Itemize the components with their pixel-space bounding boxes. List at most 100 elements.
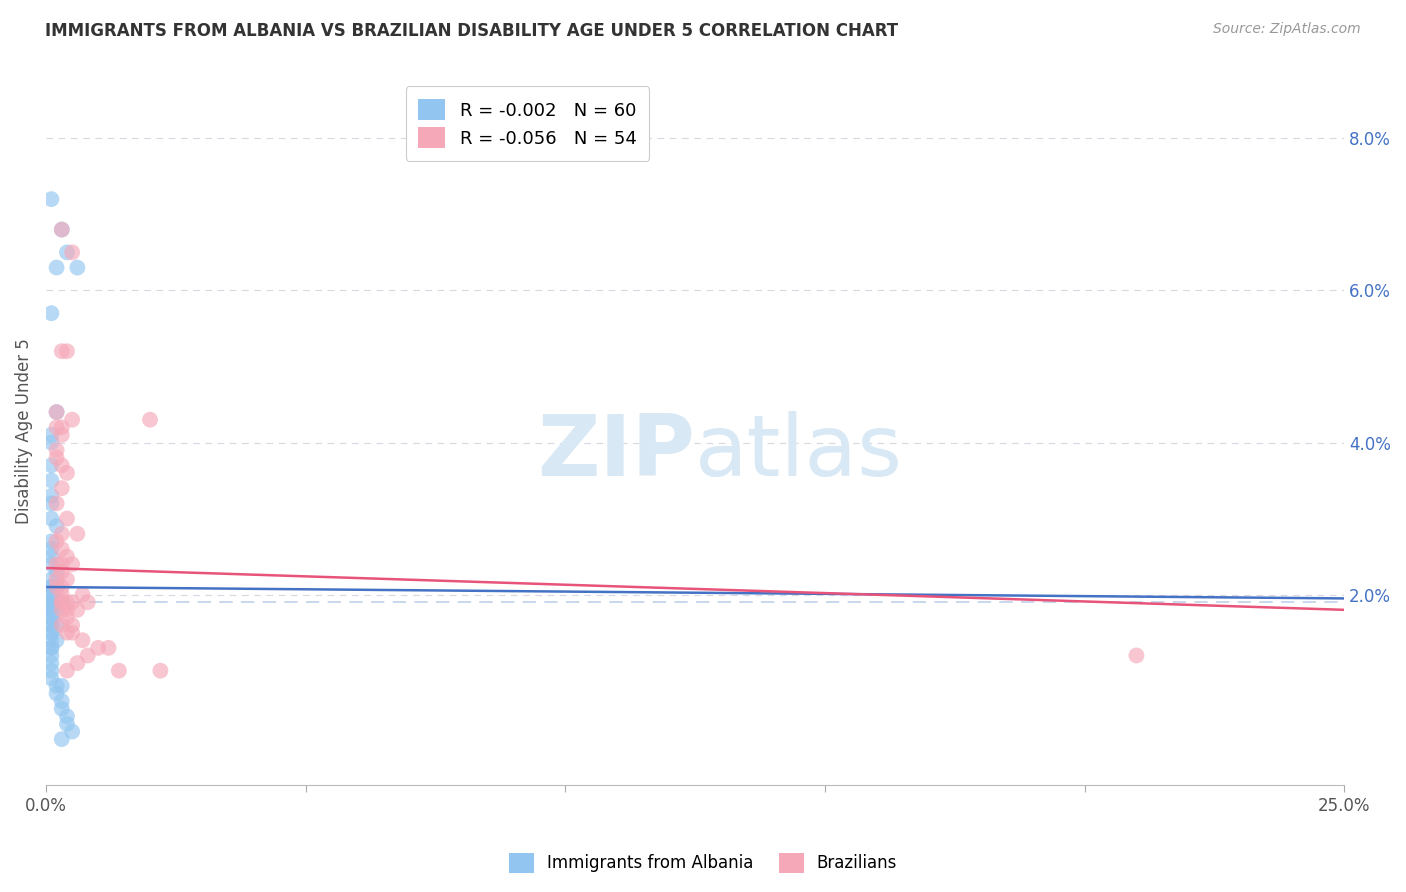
Point — [41, 580, 63, 594]
Point — [51, 526, 73, 541]
Point — [76, 595, 98, 609]
Point — [56, 595, 79, 609]
Point — [41, 458, 63, 473]
Point — [60, 595, 83, 609]
Point — [97, 640, 120, 655]
Point — [56, 344, 79, 359]
Point — [45, 565, 67, 579]
Point — [45, 405, 67, 419]
Point — [41, 640, 63, 655]
Point — [41, 588, 63, 602]
Point — [41, 496, 63, 510]
Point — [60, 625, 83, 640]
Point — [45, 260, 67, 275]
Point — [45, 686, 67, 700]
Point — [45, 450, 67, 465]
Point — [45, 420, 67, 434]
Point — [41, 671, 63, 685]
Point — [41, 618, 63, 632]
Point — [56, 610, 79, 624]
Point — [56, 603, 79, 617]
Point — [45, 405, 67, 419]
Point — [41, 558, 63, 572]
Point — [41, 625, 63, 640]
Point — [51, 222, 73, 236]
Point — [72, 588, 94, 602]
Point — [41, 603, 63, 617]
Point — [45, 595, 67, 609]
Point — [51, 458, 73, 473]
Point — [41, 648, 63, 663]
Point — [66, 603, 89, 617]
Point — [87, 640, 110, 655]
Point — [41, 435, 63, 450]
Point — [56, 245, 79, 260]
Point — [51, 580, 73, 594]
Point — [51, 679, 73, 693]
Point — [45, 580, 67, 594]
Point — [41, 633, 63, 648]
Point — [41, 618, 63, 632]
Point — [51, 222, 73, 236]
Point — [51, 732, 73, 747]
Point — [56, 466, 79, 480]
Point — [51, 588, 73, 602]
Point — [41, 192, 63, 206]
Point — [41, 428, 63, 442]
Point — [51, 565, 73, 579]
Point — [139, 413, 162, 427]
Point — [41, 595, 63, 609]
Point — [51, 420, 73, 434]
Point — [41, 541, 63, 556]
Legend: Immigrants from Albania, Brazilians: Immigrants from Albania, Brazilians — [502, 847, 904, 880]
Point — [45, 633, 67, 648]
Point — [51, 428, 73, 442]
Point — [45, 618, 67, 632]
Point — [45, 496, 67, 510]
Point — [60, 724, 83, 739]
Point — [66, 526, 89, 541]
Point — [51, 595, 73, 609]
Point — [41, 306, 63, 320]
Text: IMMIGRANTS FROM ALBANIA VS BRAZILIAN DISABILITY AGE UNDER 5 CORRELATION CHART: IMMIGRANTS FROM ALBANIA VS BRAZILIAN DIS… — [45, 22, 898, 40]
Point — [60, 413, 83, 427]
Point — [41, 489, 63, 503]
Point — [41, 511, 63, 525]
Point — [41, 573, 63, 587]
Point — [45, 595, 67, 609]
Point — [41, 603, 63, 617]
Point — [108, 664, 131, 678]
Point — [41, 603, 63, 617]
Point — [41, 610, 63, 624]
Point — [56, 625, 79, 640]
Point — [41, 534, 63, 549]
Point — [51, 595, 73, 609]
Point — [41, 656, 63, 670]
Point — [41, 664, 63, 678]
Point — [41, 625, 63, 640]
Point — [60, 618, 83, 632]
Y-axis label: Disability Age Under 5: Disability Age Under 5 — [15, 338, 32, 524]
Point — [56, 709, 79, 723]
Point — [51, 618, 73, 632]
Point — [45, 558, 67, 572]
Legend: R = -0.002   N = 60, R = -0.056   N = 54: R = -0.002 N = 60, R = -0.056 N = 54 — [406, 87, 650, 161]
Point — [149, 664, 172, 678]
Point — [45, 679, 67, 693]
Point — [76, 648, 98, 663]
Point — [45, 595, 67, 609]
Point — [45, 580, 67, 594]
Point — [45, 603, 67, 617]
Point — [72, 633, 94, 648]
Point — [41, 603, 63, 617]
Point — [1125, 648, 1147, 663]
Point — [41, 595, 63, 609]
Point — [45, 534, 67, 549]
Point — [56, 511, 79, 525]
Point — [51, 702, 73, 716]
Point — [56, 549, 79, 564]
Point — [41, 580, 63, 594]
Point — [51, 694, 73, 708]
Point — [56, 664, 79, 678]
Point — [60, 245, 83, 260]
